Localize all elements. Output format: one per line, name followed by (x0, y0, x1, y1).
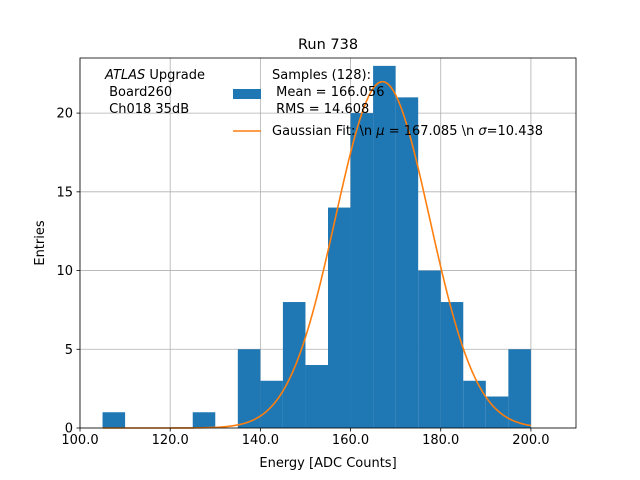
legend-fit-sigma-value: =10.438 (487, 124, 543, 139)
legend-samples-line-2: Mean = 166.056 (272, 85, 384, 100)
histogram-bar (237, 349, 261, 428)
histogram-bar (282, 302, 306, 428)
annotation-line-1: ATLAS Upgrade (104, 68, 205, 83)
x-tick-label: 120.0 (152, 433, 189, 448)
x-axis-label: Energy [ADC Counts] (259, 456, 396, 471)
histogram-bar (328, 207, 351, 428)
histogram-bar (508, 349, 531, 428)
y-axis-label: Entries (33, 220, 48, 266)
legend-fit-mu-value: = 167.085 \n (385, 124, 479, 139)
legend-samples-line-1: Samples (128): (272, 68, 371, 83)
y-axis-ticks: 0 5 10 15 20 (56, 107, 80, 437)
x-tick-label: 100.0 (61, 433, 98, 448)
y-tick-label: 20 (56, 107, 73, 122)
legend-fit-sigma: σ (478, 124, 487, 139)
histogram-bar (260, 380, 283, 428)
legend-fit-label: Gaussian Fit: \n μ = 167.085 \n σ=10.438 (272, 124, 543, 139)
chart-title: Run 738 (298, 37, 358, 53)
histogram-bars (102, 65, 531, 429)
y-tick-label: 0 (65, 422, 73, 437)
histogram-bar (440, 302, 464, 428)
x-tick-label: 140.0 (242, 433, 279, 448)
legend-fit-mu: μ (375, 124, 384, 139)
y-tick-label: 10 (56, 264, 73, 279)
histogram-bar (305, 365, 328, 428)
annotation-upgrade: Upgrade (145, 68, 205, 83)
histogram-bar (463, 380, 486, 428)
x-tick-label: 160.0 (332, 433, 369, 448)
legend-samples-line-3: RMS = 14.608 (272, 102, 369, 117)
y-tick-label: 5 (65, 343, 73, 358)
x-axis-ticks: 100.0 120.0 140.0 160.0 180.0 200.0 (61, 428, 550, 448)
annotation-line-3: Ch018 35dB (105, 102, 189, 117)
histogram-bar (102, 412, 126, 428)
annotation-line-2: Board260 (105, 85, 172, 100)
x-tick-label: 200.0 (512, 433, 549, 448)
histogram-bar (395, 97, 419, 429)
legend-samples-swatch (233, 89, 261, 99)
atlas-annotation: ATLAS Upgrade Board260 Ch018 35dB (104, 68, 205, 117)
histogram-bar (418, 270, 441, 428)
legend: Samples (128): Mean = 166.056 RMS = 14.6… (233, 68, 543, 139)
y-tick-label: 15 (56, 185, 73, 200)
annotation-atlas: ATLAS (104, 68, 145, 83)
histogram-bar (192, 412, 216, 428)
histogram-bar (350, 113, 374, 428)
legend-fit-prefix: Gaussian Fit: \n (272, 124, 376, 139)
axes-frame (79, 57, 577, 429)
histogram-bar (373, 65, 396, 428)
x-tick-label: 180.0 (422, 433, 459, 448)
